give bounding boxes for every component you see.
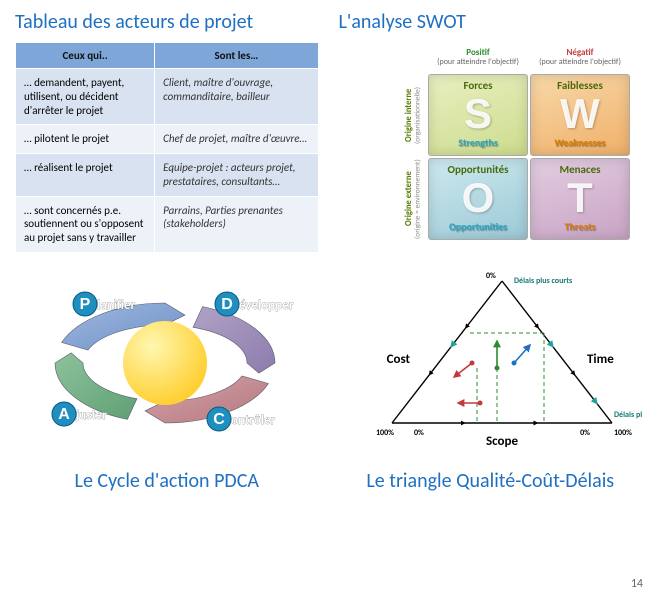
cell: Client, maître d'ouvrage, commanditaire,… — [155, 69, 318, 125]
sub: (origine = environnement) — [415, 158, 423, 240]
svg-text:D: D — [221, 296, 233, 313]
table-row: … sont concernés p.e. soutiennent ou s'o… — [16, 196, 319, 252]
cell: … demandent, payent, utilisent, ou décid… — [16, 69, 155, 125]
letter: S — [464, 93, 492, 135]
swot-cell-opportunities: Opportunités O Opportunities — [428, 158, 528, 240]
svg-text:100%: 100% — [614, 428, 632, 438]
swot-matrix: Positif (pour atteindre l'objectif) Néga… — [402, 42, 642, 240]
pdca-diagram: Planifier Développer Contrôler Ajuster — [15, 263, 315, 463]
cell: … pilotent le projet — [16, 125, 155, 154]
page-number: 14 — [631, 577, 643, 591]
svg-text:lanifier: lanifier — [97, 298, 136, 313]
table-row: … pilotent le projet Chef de projet, maî… — [16, 125, 319, 154]
letter: O — [462, 177, 495, 219]
label-en: Weaknesses — [555, 136, 606, 149]
svg-text:Time: Time — [587, 352, 614, 367]
swot-panel: L'analyse SWOT Positif (pour atteindre l… — [339, 10, 643, 253]
svg-text:100%: 100% — [376, 428, 394, 438]
cell: … sont concernés p.e. soutiennent ou s'o… — [16, 196, 155, 252]
svg-text:0%: 0% — [580, 428, 590, 438]
swot-side-internal: Origine interne (organisationnelle) — [402, 74, 426, 156]
svg-text:Cost: Cost — [387, 352, 411, 367]
cell: … réalisent le projet — [16, 154, 155, 197]
col-header-are: Sont les… — [155, 43, 318, 69]
triangle-title: Le triangle Qualité-Coût-Délais — [339, 469, 643, 493]
cell: Equipe-projet : acteurs projet, prestata… — [155, 154, 318, 197]
swot-cell-strengths: Forces S Strengths — [428, 74, 528, 156]
triangle-panel: 0% 100% 100% 0% 0% Cost Time Scope Délais plus c… — [339, 263, 643, 493]
triangle-diagram: 0% 100% 100% 0% 0% Cost Time Scope Délais plus c… — [362, 263, 642, 463]
svg-text:A: A — [58, 406, 70, 423]
svg-text:0%: 0% — [486, 271, 496, 281]
sub: (organisationnelle) — [415, 74, 423, 156]
swot-side-external: Origine externe (origine = environnement… — [402, 158, 426, 240]
swot-header-negative: Négatif (pour atteindre l'objectif) — [530, 42, 630, 72]
sub: (pour atteindre l'objectif) — [530, 58, 630, 67]
swot-title: L'analyse SWOT — [339, 10, 643, 34]
svg-text:Délais plus courts: Délais plus courts — [514, 276, 572, 286]
letter: T — [567, 177, 593, 219]
swot-header-positive: Positif (pour atteindre l'objectif) — [428, 42, 528, 72]
actors-panel: Tableau des acteurs de projet Ceux qui..… — [15, 10, 319, 253]
sub: (pour atteindre l'objectif) — [428, 58, 528, 67]
actors-table: Ceux qui.. Sont les… … demandent, payent… — [15, 42, 319, 253]
col-header-who: Ceux qui.. — [16, 43, 155, 69]
label-en: Strengths — [458, 136, 498, 149]
svg-text:C: C — [213, 411, 225, 428]
label-en: Threats — [564, 220, 595, 233]
cell: Chef de projet, maître d'œuvre… — [155, 125, 318, 154]
actors-title: Tableau des acteurs de projet — [15, 10, 319, 34]
swot-cell-weaknesses: Faiblesses W Weaknesses — [530, 74, 630, 156]
label-en: Opportunities — [449, 220, 507, 233]
table-row: … réalisent le projet Equipe-projet : ac… — [16, 154, 319, 197]
svg-text:P: P — [80, 296, 91, 313]
cell: Parrains, Parties prenantes (stakeholder… — [155, 196, 318, 252]
swot-cell-threats: Menaces T Threats — [530, 158, 630, 240]
svg-text:Délais plus longs: Délais plus longs — [614, 410, 642, 420]
svg-text:ontrôler: ontrôler — [231, 413, 276, 428]
svg-text:0%: 0% — [414, 428, 424, 438]
table-row: … demandent, payent, utilisent, ou décid… — [16, 69, 319, 125]
pdca-panel: Planifier Développer Contrôler Ajuster Le C… — [15, 263, 319, 493]
svg-text:évelopper: évelopper — [239, 298, 294, 313]
letter: W — [560, 93, 600, 135]
svg-text:juster: juster — [75, 408, 107, 423]
pdca-title: Le Cycle d'action PDCA — [15, 469, 319, 493]
svg-text:Scope: Scope — [486, 434, 518, 449]
